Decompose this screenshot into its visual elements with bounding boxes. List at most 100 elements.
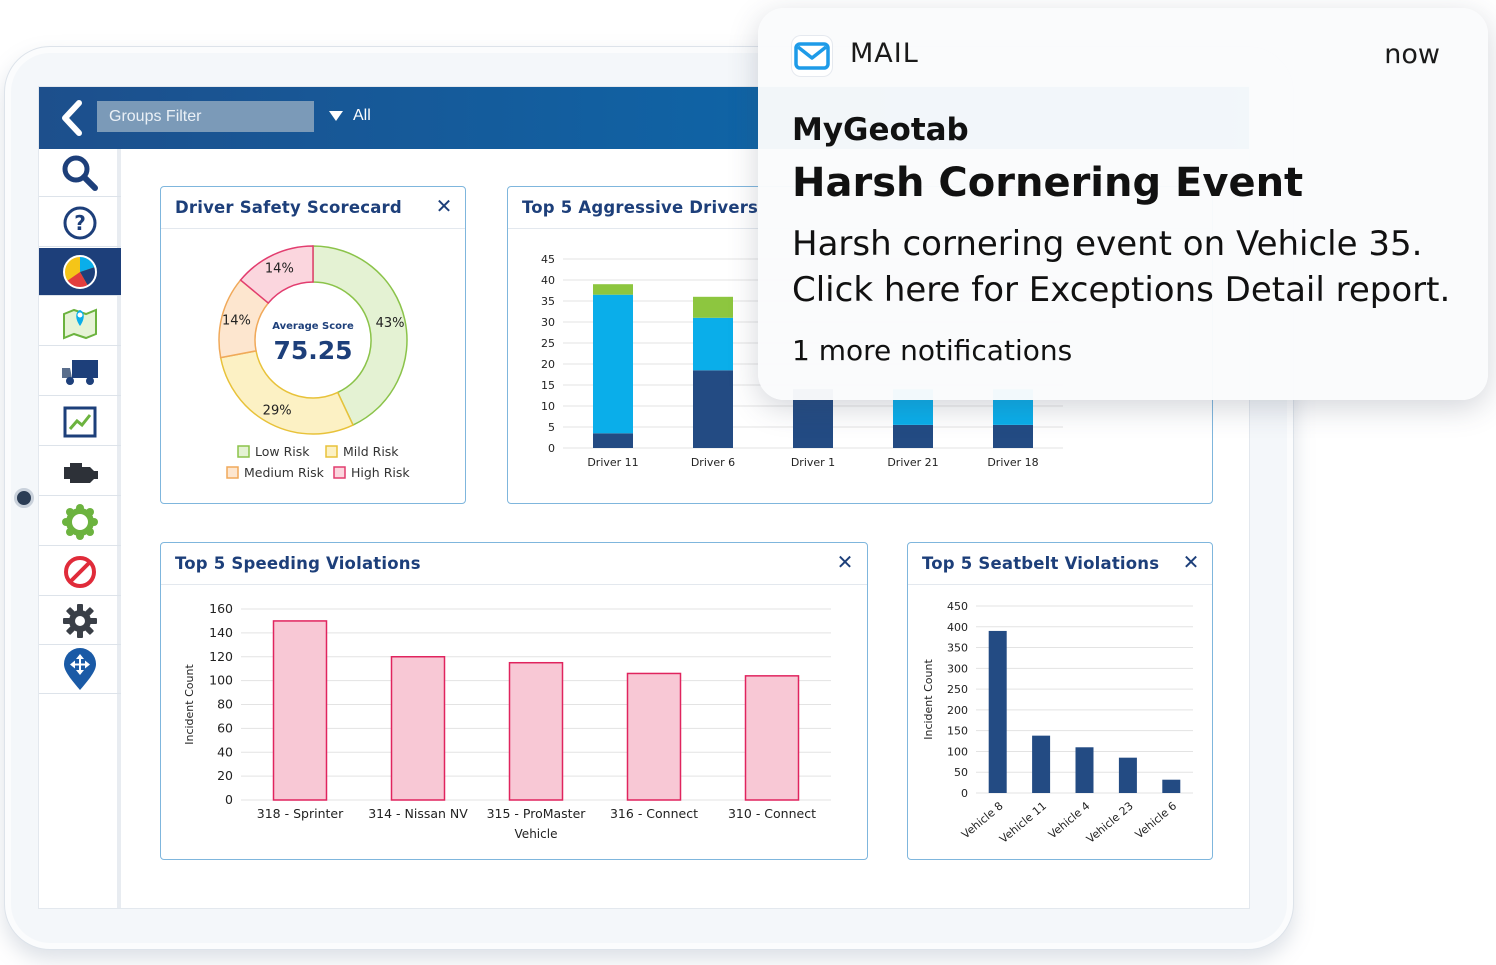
bar-segment — [593, 284, 633, 295]
y-tick-label: 0 — [548, 442, 555, 455]
y-tick-label: 15 — [541, 379, 555, 392]
bar-segment — [693, 317, 733, 371]
sidebar-item-settings[interactable] — [39, 597, 121, 645]
sidebar-item-reports[interactable] — [39, 398, 121, 446]
sidebar-item-help[interactable]: ? — [39, 199, 121, 247]
bar — [1032, 735, 1051, 793]
back-button[interactable] — [57, 99, 87, 137]
y-tick-label: 200 — [947, 704, 968, 717]
caret-down-icon — [329, 111, 343, 121]
sidebar-item-search[interactable] — [39, 149, 121, 197]
y-tick-label: 0 — [225, 792, 233, 807]
speeding-violations-panel: Top 5 Speeding Violations ✕ 0 20 40 60 80 100… — [160, 542, 868, 860]
groups-filter-dropdown[interactable]: All — [329, 107, 371, 125]
y-tick-label: 100 — [947, 745, 968, 758]
y-tick-label: 40 — [541, 274, 555, 287]
panel-title: Top 5 Aggressive Drivers — [522, 198, 759, 217]
x-tick-label: 315 - ProMaster — [487, 806, 587, 821]
mail-notification[interactable]: MAIL now MyGeotab Harsh Cornering Event … — [758, 8, 1488, 400]
panel-title: Top 5 Speeding Violations — [175, 554, 421, 573]
bar-segment — [893, 424, 933, 448]
bar-segment — [993, 424, 1033, 448]
y-tick-label: 60 — [217, 720, 233, 735]
y-tick-label: 80 — [217, 697, 233, 712]
bar — [272, 620, 328, 801]
notification-app-name: MAIL — [850, 38, 919, 69]
y-tick-label: 400 — [947, 621, 968, 634]
mail-app-icon — [792, 36, 832, 76]
settings-icon — [63, 603, 97, 638]
sidebar-item-map[interactable] — [39, 298, 121, 346]
bar — [988, 630, 1007, 793]
x-tick-label: Driver 21 — [887, 456, 938, 469]
bar — [508, 661, 564, 801]
slice-label: 43% — [376, 316, 405, 331]
legend-label: High Risk — [351, 465, 410, 480]
sidebar-item-navigation[interactable] — [39, 646, 121, 694]
panel-title: Driver Safety Scorecard — [175, 198, 402, 217]
no-entry-icon — [64, 555, 96, 588]
close-icon[interactable]: ✕ — [836, 550, 854, 574]
slice-label: 14% — [265, 262, 294, 277]
x-tick-label: 316 - Connect — [610, 806, 698, 821]
legend-label: Low Risk — [255, 444, 310, 459]
bar — [744, 675, 800, 801]
x-tick-label: Vehicle 23 — [1084, 799, 1136, 845]
close-icon[interactable]: ✕ — [435, 194, 453, 218]
notification-body-line: Harsh cornering event on Vehicle 35. — [792, 224, 1423, 264]
y-tick-label: 20 — [217, 768, 233, 783]
sidebar-item-vehicles[interactable] — [39, 348, 121, 396]
y-axis-label: Incident Count — [183, 664, 196, 745]
bar — [1162, 779, 1181, 793]
y-tick-label: 25 — [541, 337, 555, 350]
y-tick-label: 100 — [209, 673, 233, 688]
close-icon[interactable]: ✕ — [1182, 550, 1200, 574]
legend-swatch — [325, 445, 338, 458]
y-tick-label: 140 — [209, 625, 233, 640]
groups-filter-input[interactable] — [97, 101, 314, 132]
sidebar-item-dashboard[interactable] — [39, 248, 121, 296]
x-tick-label: 314 - Nissan NV — [368, 806, 468, 821]
bar — [626, 672, 682, 801]
trending-chart-icon — [63, 406, 97, 437]
divider — [161, 228, 465, 229]
y-tick-label: 160 — [209, 601, 233, 616]
driver-safety-scorecard-panel: Driver Safety Scorecard ✕ 43% 29% 14% 14% A… — [160, 186, 466, 504]
search-icon — [62, 155, 98, 191]
sidebar-item-engine[interactable] — [39, 448, 121, 496]
speeding-violations-chart: 0 20 40 60 80 100 120 140 160 318 - Sprinter 314 -… — [183, 601, 831, 841]
slice-label: 14% — [222, 313, 251, 328]
sidebar-item-rules[interactable] — [39, 498, 121, 546]
tablet-camera — [14, 488, 34, 508]
more-notifications-link[interactable]: 1 more notifications — [792, 334, 1073, 367]
chevron-left-icon — [62, 100, 82, 136]
average-score-value: 75.25 — [273, 336, 352, 365]
legend-swatch — [237, 445, 250, 458]
y-tick-label: 35 — [541, 295, 555, 308]
divider — [908, 584, 1212, 585]
legend-label: Mild Risk — [343, 444, 399, 459]
x-tick-label: Driver 1 — [791, 456, 835, 469]
notification-body-line: Click here for Exceptions Detail report. — [792, 270, 1451, 310]
legend-swatch — [226, 466, 239, 479]
average-score-label: Average Score — [272, 321, 354, 332]
x-tick-label: Driver 18 — [987, 456, 1038, 469]
x-axis-label: Vehicle — [515, 827, 558, 841]
y-tick-label: 150 — [947, 725, 968, 738]
divider — [161, 584, 867, 585]
notification-time: now — [1384, 39, 1440, 70]
notification-title: Harsh Cornering Event — [792, 160, 1304, 206]
y-tick-label: 250 — [947, 683, 968, 696]
sidebar-item-exceptions[interactable] — [39, 548, 121, 596]
y-tick-label: 30 — [541, 316, 555, 329]
x-tick-label: Vehicle 11 — [997, 799, 1049, 845]
y-tick-label: 5 — [548, 421, 555, 434]
y-axis-label: Incident Count — [922, 659, 935, 740]
x-tick-label: Vehicle 6 — [1133, 799, 1180, 841]
y-tick-label: 40 — [217, 744, 233, 759]
bar-segment — [593, 433, 633, 448]
x-tick-label: 318 - Sprinter — [257, 806, 344, 821]
dashboard-pie-icon — [63, 254, 97, 289]
y-tick-label: 45 — [541, 253, 555, 266]
